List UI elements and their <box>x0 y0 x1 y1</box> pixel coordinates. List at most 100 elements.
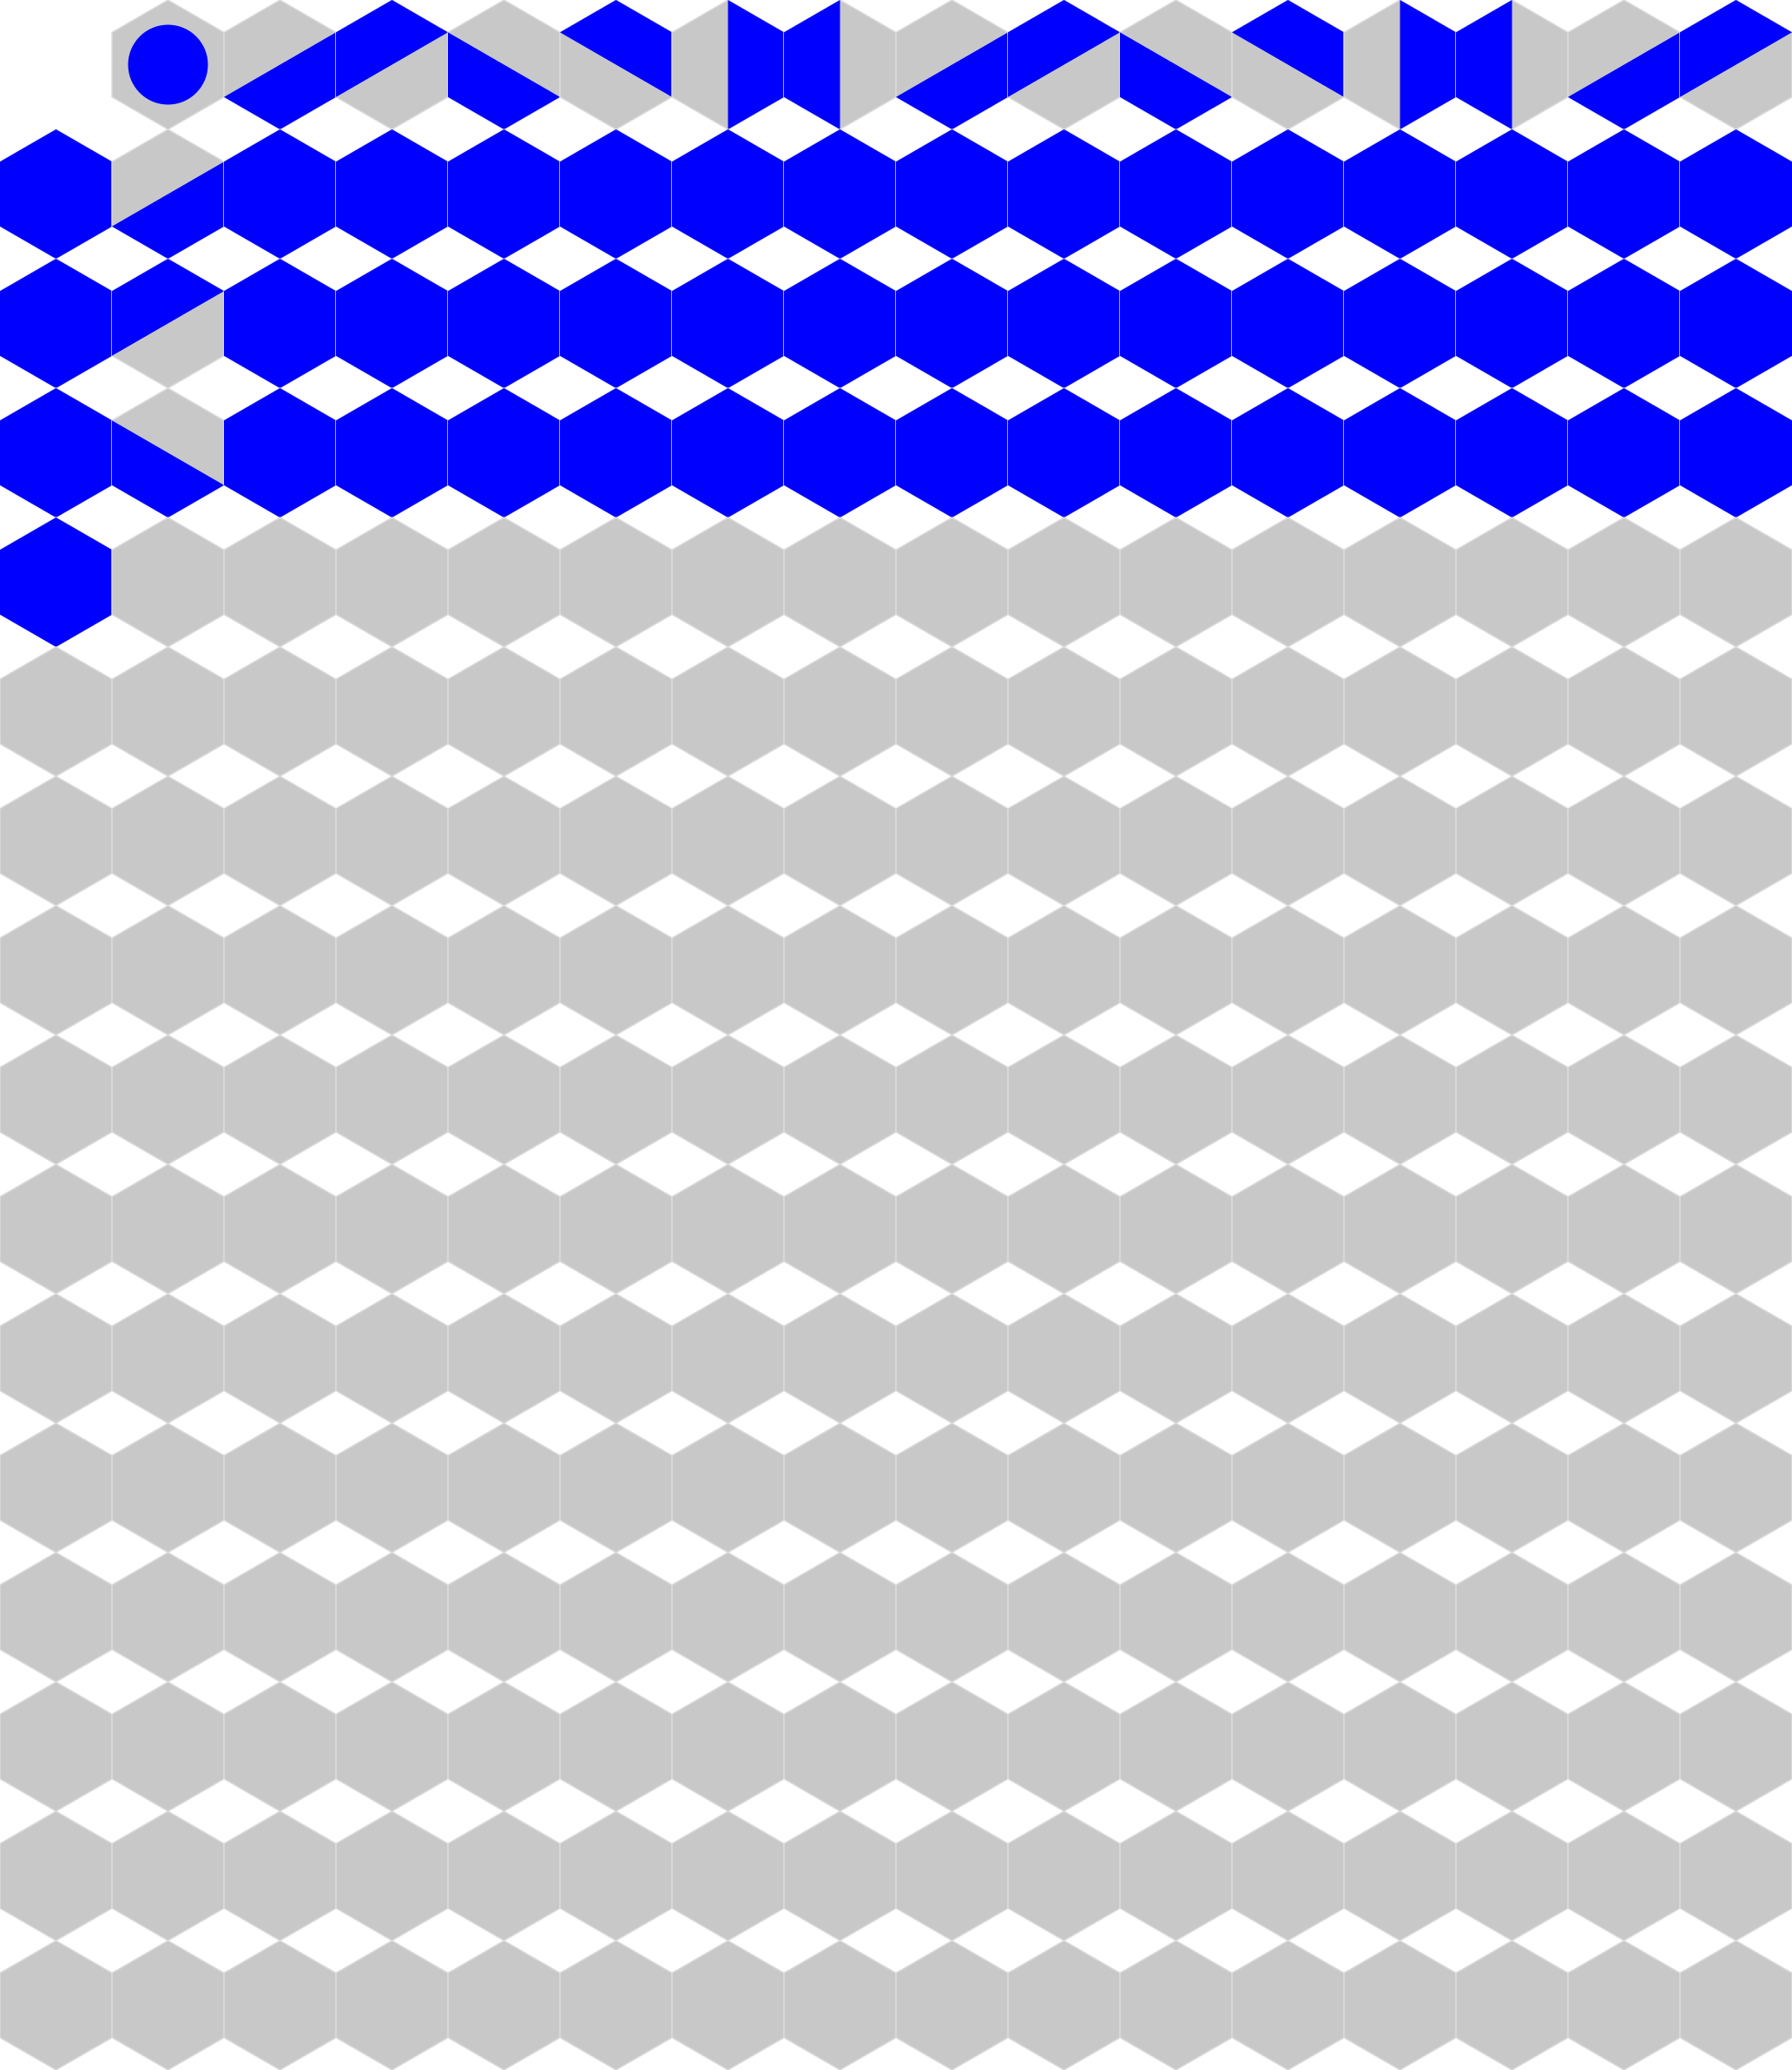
hex-tile[interactable] <box>1119 1164 1233 1295</box>
hex-tile[interactable] <box>1231 775 1345 906</box>
hex-tile[interactable] <box>0 1293 113 1424</box>
hex-tile[interactable] <box>1567 1422 1681 1553</box>
hex-tile[interactable] <box>1679 1810 1792 1941</box>
hex-tile[interactable] <box>223 1810 337 1941</box>
hex-tile[interactable] <box>447 1681 561 1812</box>
hex-tile[interactable] <box>1119 0 1233 130</box>
hex-tile[interactable] <box>1231 1810 1345 1941</box>
hex-tile[interactable] <box>895 646 1009 777</box>
hex-tile[interactable] <box>111 129 225 260</box>
hex-tile[interactable] <box>0 1940 113 2070</box>
hex-tile[interactable] <box>447 1293 561 1424</box>
hex-tile[interactable] <box>1119 1552 1233 1683</box>
hex-tile[interactable] <box>111 1293 225 1424</box>
hex-tile[interactable] <box>895 775 1009 906</box>
hex-tile[interactable] <box>1455 1164 1569 1295</box>
hex-tile[interactable] <box>1343 905 1457 1036</box>
hex-tile[interactable] <box>1119 1681 1233 1812</box>
hex-tile[interactable] <box>1455 775 1569 906</box>
hex-tile[interactable] <box>111 0 225 130</box>
hex-tile[interactable] <box>447 646 561 777</box>
hex-tile[interactable] <box>0 1810 113 1941</box>
hex-tile[interactable] <box>559 646 673 777</box>
hex-tile[interactable] <box>671 1940 785 2070</box>
hex-tile[interactable] <box>223 1422 337 1553</box>
hex-tile[interactable] <box>0 775 113 906</box>
hex-tile[interactable] <box>0 1422 113 1553</box>
hex-tile[interactable] <box>1455 646 1569 777</box>
hex-tile[interactable] <box>783 1034 897 1165</box>
hex-tile[interactable] <box>1567 646 1681 777</box>
hex-tile[interactable] <box>1007 1164 1121 1295</box>
hex-tile[interactable] <box>223 129 337 260</box>
hex-tile[interactable] <box>1567 1940 1681 2070</box>
hex-tile[interactable] <box>335 1681 449 1812</box>
hex-tile[interactable] <box>783 1940 897 2070</box>
hex-tile[interactable] <box>559 1293 673 1424</box>
hex-tile[interactable] <box>1231 1681 1345 1812</box>
hex-tile[interactable] <box>1679 1034 1792 1165</box>
hex-tile[interactable] <box>1119 387 1233 518</box>
hex-tile[interactable] <box>1679 1293 1792 1424</box>
hex-tile[interactable] <box>1343 387 1457 518</box>
hex-tile[interactable] <box>559 1034 673 1165</box>
hex-tile[interactable] <box>111 646 225 777</box>
hex-tile[interactable] <box>1679 387 1792 518</box>
hex-tile[interactable] <box>671 1422 785 1553</box>
hex-tile[interactable] <box>671 258 785 389</box>
hex-tile[interactable] <box>1343 0 1457 130</box>
hex-tile[interactable] <box>111 1164 225 1295</box>
hex-tile[interactable] <box>895 0 1009 130</box>
hex-tile[interactable] <box>1343 1034 1457 1165</box>
hex-tile[interactable] <box>783 258 897 389</box>
hex-tile[interactable] <box>0 1552 113 1683</box>
hex-tile[interactable] <box>335 129 449 260</box>
hex-tile[interactable] <box>1567 129 1681 260</box>
hex-tile[interactable] <box>1455 517 1569 648</box>
hex-tile[interactable] <box>671 905 785 1036</box>
hex-tile[interactable] <box>447 387 561 518</box>
hex-tile[interactable] <box>559 517 673 648</box>
hex-tile[interactable] <box>1343 517 1457 648</box>
hex-tile[interactable] <box>559 775 673 906</box>
hex-tile[interactable] <box>223 517 337 648</box>
hex-tile[interactable] <box>559 387 673 518</box>
hex-tile[interactable] <box>1455 1293 1569 1424</box>
hex-tile[interactable] <box>895 1810 1009 1941</box>
hex-tile[interactable] <box>447 1940 561 2070</box>
hex-tile[interactable] <box>671 129 785 260</box>
hex-tile[interactable] <box>1007 0 1121 130</box>
hex-tile[interactable] <box>447 905 561 1036</box>
hex-tile[interactable] <box>559 1164 673 1295</box>
hex-tile[interactable] <box>1007 517 1121 648</box>
hex-tile[interactable] <box>1231 517 1345 648</box>
hex-tile[interactable] <box>111 1552 225 1683</box>
hex-tile[interactable] <box>1455 1681 1569 1812</box>
hex-tile[interactable] <box>1567 1164 1681 1295</box>
hex-tile[interactable] <box>1679 1940 1792 2070</box>
hex-tile[interactable] <box>1231 0 1345 130</box>
hex-tile[interactable] <box>1567 0 1681 130</box>
hex-tile[interactable] <box>111 1034 225 1165</box>
hex-tile[interactable] <box>671 1552 785 1683</box>
hex-tile[interactable] <box>1679 517 1792 648</box>
hex-tile[interactable] <box>1231 1034 1345 1165</box>
hex-tile[interactable] <box>223 258 337 389</box>
hex-tile[interactable] <box>1455 0 1569 130</box>
hex-tile[interactable] <box>1567 905 1681 1036</box>
hex-tile[interactable] <box>0 1681 113 1812</box>
hex-tile[interactable] <box>223 1940 337 2070</box>
hex-tile[interactable] <box>1567 775 1681 906</box>
hex-tile[interactable] <box>895 387 1009 518</box>
hex-tile[interactable] <box>335 1164 449 1295</box>
hex-tile[interactable] <box>447 258 561 389</box>
hex-tile[interactable] <box>1455 129 1569 260</box>
hex-tile[interactable] <box>1231 129 1345 260</box>
hex-tile[interactable] <box>223 1164 337 1295</box>
hex-tile[interactable] <box>1343 646 1457 777</box>
hex-tile[interactable] <box>1119 905 1233 1036</box>
hex-tile[interactable] <box>447 1422 561 1553</box>
hex-tile[interactable] <box>559 258 673 389</box>
hex-tile[interactable] <box>783 905 897 1036</box>
hex-tile[interactable] <box>1007 646 1121 777</box>
